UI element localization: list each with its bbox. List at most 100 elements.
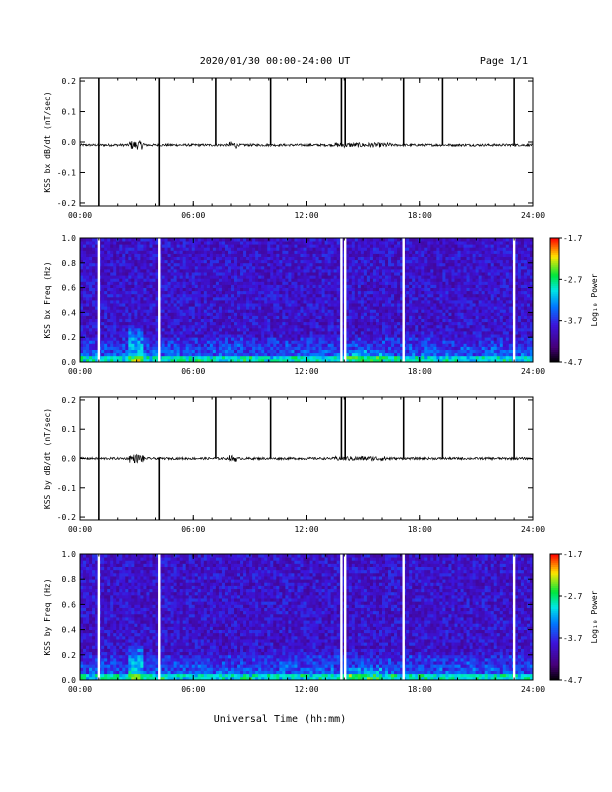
spectrogram-cell bbox=[270, 346, 274, 350]
spectrogram-cell bbox=[116, 293, 120, 298]
spectrogram-cell bbox=[188, 355, 193, 360]
spectrogram-cell bbox=[354, 275, 359, 279]
spectrogram-cell bbox=[397, 327, 401, 332]
spectrogram-cell bbox=[291, 327, 295, 332]
spectrogram-cell bbox=[89, 269, 93, 273]
spectrogram-cell bbox=[191, 303, 196, 307]
spectrogram-cell bbox=[176, 259, 181, 264]
spectrogram-cell bbox=[412, 253, 416, 257]
spectrogram-cell bbox=[95, 296, 99, 301]
spectrogram-cell bbox=[327, 259, 332, 264]
spectrogram-cell bbox=[249, 250, 253, 254]
spectrogram-cell bbox=[318, 349, 322, 354]
spectrogram-cell bbox=[86, 250, 90, 254]
spectrogram-cell bbox=[164, 284, 168, 288]
spectrogram-cell bbox=[137, 259, 141, 264]
spectrogram-cell bbox=[360, 256, 365, 261]
spectrogram-cell bbox=[369, 340, 374, 344]
spectrogram-cell bbox=[321, 346, 326, 350]
spectrogram-cell bbox=[321, 241, 326, 245]
spectrogram-cell bbox=[321, 247, 326, 251]
spectrogram-cell bbox=[333, 256, 338, 261]
spectrogram-cell bbox=[140, 346, 144, 350]
spectrogram-cell bbox=[427, 290, 431, 295]
spectrogram-cell bbox=[194, 247, 199, 251]
spectrogram-cell bbox=[369, 318, 374, 323]
spectrogram-cell bbox=[107, 318, 111, 323]
spectrogram-cell bbox=[194, 321, 199, 326]
spectrogram-cell bbox=[101, 290, 105, 295]
spectrogram-cell bbox=[394, 340, 398, 344]
spectrogram-cell bbox=[267, 262, 271, 267]
spectrogram-cell bbox=[330, 259, 335, 264]
spectrogram-cell bbox=[152, 296, 156, 301]
spectrogram-cell bbox=[234, 256, 238, 261]
spectrogram-cell bbox=[336, 306, 341, 310]
spectrogram-cell bbox=[270, 309, 274, 313]
spectrogram-cell bbox=[146, 262, 150, 267]
spectrogram-cell bbox=[285, 343, 289, 347]
spectrogram-cell bbox=[306, 352, 310, 357]
spectrogram-cell bbox=[197, 293, 202, 298]
spectrogram-cell bbox=[80, 327, 84, 332]
spectrogram-cell bbox=[101, 247, 105, 251]
spectrogram-cell bbox=[173, 265, 178, 270]
spectrogram-cell bbox=[279, 312, 283, 316]
spectrogram-cell bbox=[400, 340, 404, 344]
spectrogram-cell bbox=[122, 290, 126, 295]
spectrogram-cell bbox=[122, 358, 126, 363]
spectrogram-cell bbox=[119, 309, 123, 313]
spectrogram-cell bbox=[394, 343, 398, 347]
spectrogram-cell bbox=[321, 281, 326, 285]
spectrogram-cell bbox=[234, 259, 238, 264]
spectrogram-cell bbox=[164, 250, 168, 254]
spectrogram-cell bbox=[164, 309, 168, 313]
spectrogram-cell bbox=[237, 262, 241, 267]
spectrogram-cell bbox=[200, 275, 205, 279]
spectrogram-cell bbox=[179, 265, 184, 270]
spectrogram-cell bbox=[92, 272, 96, 276]
spectrogram-cell bbox=[261, 265, 265, 270]
spectrogram-cell bbox=[378, 241, 383, 245]
spectrogram-cell bbox=[237, 256, 241, 261]
spectrogram-cell bbox=[176, 275, 181, 279]
spectrogram-cell bbox=[86, 253, 90, 257]
spectrogram-cell bbox=[372, 343, 377, 347]
spectrogram-cell bbox=[409, 287, 413, 292]
spectrogram-cell bbox=[252, 327, 256, 332]
spectrogram-cell bbox=[445, 358, 449, 363]
spectrogram-cell bbox=[113, 309, 117, 313]
spectrogram-cell bbox=[167, 287, 171, 292]
spectrogram-cell bbox=[173, 358, 178, 363]
spectrogram-cell bbox=[197, 262, 202, 267]
spectrogram-cell bbox=[152, 244, 156, 248]
spectrogram-cell bbox=[427, 259, 431, 264]
spectrogram-cell bbox=[122, 306, 126, 310]
spectrogram-cell bbox=[218, 238, 223, 242]
spectrogram-cell bbox=[143, 324, 147, 329]
spectrogram-cell bbox=[264, 334, 268, 338]
spectrogram-cell bbox=[391, 337, 395, 341]
spectrogram-cell bbox=[101, 321, 105, 326]
spectrogram-cell bbox=[261, 352, 265, 357]
spectrogram-cell bbox=[372, 281, 377, 285]
spectrogram-cell bbox=[279, 284, 283, 288]
spectrogram-cell bbox=[372, 262, 377, 267]
spectrogram-cell bbox=[445, 253, 449, 257]
spectrogram-cell bbox=[297, 272, 301, 276]
spectrogram-cell bbox=[309, 250, 313, 254]
spectrogram-cell bbox=[131, 253, 135, 257]
spectrogram-cell bbox=[327, 247, 332, 251]
spectrogram-cell bbox=[382, 337, 386, 341]
spectrogram-cell bbox=[291, 244, 295, 248]
spectrogram-cell bbox=[267, 265, 271, 270]
spectrogram-cell bbox=[439, 352, 443, 357]
spectrogram-cell bbox=[406, 284, 410, 288]
spectrogram-cell bbox=[270, 241, 274, 245]
spectrogram-cell bbox=[188, 352, 193, 357]
spectrogram-cell bbox=[243, 287, 247, 292]
spectrogram-cell bbox=[333, 315, 338, 319]
spectrogram-cell bbox=[445, 269, 449, 273]
spectrogram-cell bbox=[264, 238, 268, 242]
spectrogram-cell bbox=[300, 300, 304, 304]
